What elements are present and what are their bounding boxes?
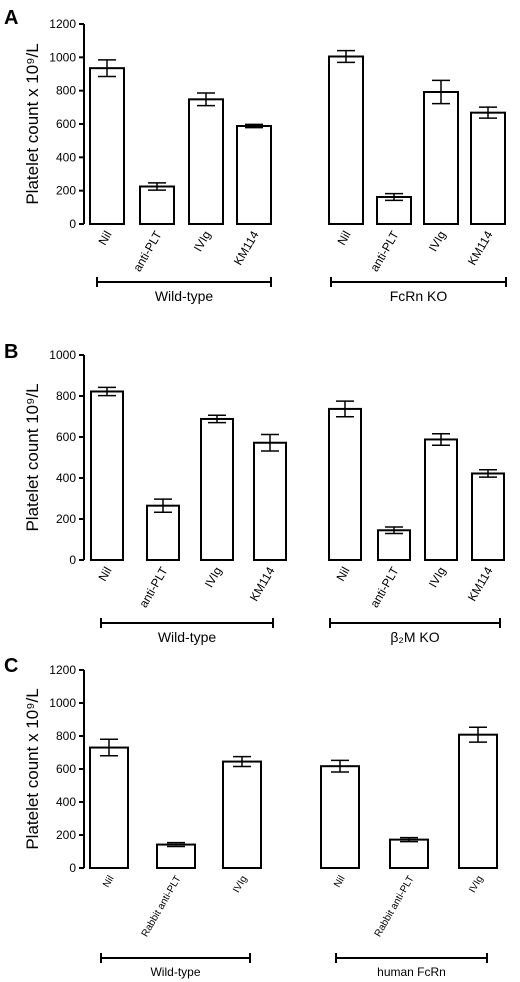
y-tick-label: 1000 (49, 696, 76, 710)
bar (423, 91, 459, 225)
panel-letter: C (4, 655, 18, 677)
category-label: Nil (332, 874, 347, 890)
bar (89, 67, 125, 225)
y-tick-label: 1000 (49, 50, 76, 64)
y-tick-label: 800 (56, 729, 76, 743)
category-label: Rabbit anti-PLT (140, 874, 184, 939)
bar (328, 55, 364, 225)
y-tick-label: 200 (56, 184, 76, 198)
category-label: Nil (101, 874, 116, 890)
y-tick-label: 800 (56, 84, 76, 98)
y-tick-label: 400 (56, 471, 76, 485)
bar (424, 438, 458, 561)
y-tick-label: 1000 (49, 348, 76, 362)
category-label: IVIg (426, 565, 449, 590)
bar (376, 196, 412, 225)
category-label: anti-PLT (367, 228, 402, 274)
y-tick-label: 0 (69, 217, 76, 231)
y-tick-label: 400 (56, 795, 76, 809)
bar (236, 125, 272, 225)
y-tick-label: 0 (69, 861, 76, 875)
group-label: FcRn KO (390, 288, 448, 304)
y-tick-label: 400 (56, 150, 76, 164)
bar (146, 504, 180, 561)
bar (389, 838, 429, 869)
bar (222, 760, 262, 870)
y-tick-label: 0 (69, 553, 76, 567)
category-label: Nil (95, 229, 114, 248)
category-label: KM114 (465, 564, 496, 603)
bar (90, 390, 124, 561)
y-axis-title: Platelet count 10⁹/L (23, 383, 42, 531)
category-label: anti-PLT (136, 564, 171, 610)
y-tick-label: 1200 (49, 17, 76, 31)
category-label: IVIg (191, 229, 214, 254)
category-label: KM114 (231, 228, 262, 267)
bar (253, 441, 287, 561)
bar (188, 98, 224, 225)
group-label: Wild-type (150, 965, 200, 979)
bar (458, 733, 498, 869)
category-label: Nil (333, 565, 352, 584)
bar (470, 111, 506, 225)
y-tick-label: 200 (56, 512, 76, 526)
y-tick-label: 600 (56, 117, 76, 131)
category-label: IVIg (231, 874, 249, 895)
panel-letter: B (4, 341, 18, 363)
chart-panel-b: B 0 200 400 600 800 1000 Platelet count 10⁹/L Ni… (4, 341, 505, 645)
bar (471, 472, 505, 561)
group-label: β₂M KO (390, 629, 439, 645)
bar (377, 529, 411, 562)
bar (156, 843, 196, 870)
category-label: Nil (334, 229, 353, 248)
category-label: IVIg (467, 874, 485, 895)
y-axis-title: Platelet count x 10⁹/L (23, 688, 42, 849)
group-label: Wild-type (158, 629, 217, 645)
category-label: KM114 (465, 228, 496, 267)
group-label: human FcRn (377, 965, 446, 979)
y-axis-title: Platelet count x 10⁹/L (23, 43, 42, 204)
category-label: Nil (95, 565, 114, 584)
category-label: IVIg (426, 229, 449, 254)
bar (139, 185, 175, 225)
category-label: anti-PLT (367, 564, 402, 610)
y-tick-label: 600 (56, 762, 76, 776)
group-label: Wild-type (155, 288, 214, 304)
category-label: Rabbit anti-PLT (373, 874, 417, 939)
bar (328, 407, 362, 562)
chart-panel-a: A 0 200 400 600 800 1000 1200 Platelet count x 1… (4, 7, 507, 304)
y-tick-label: 800 (56, 389, 76, 403)
bar (89, 746, 129, 869)
chart-panel-c: C 0 200 400 600 800 1000 1200 Platelet count x 1… (4, 655, 498, 979)
category-label: IVIg (202, 565, 225, 590)
category-label: anti-PLT (130, 228, 165, 274)
panel-letter: A (4, 7, 18, 29)
bar (320, 765, 360, 870)
bar (200, 417, 234, 561)
category-label: KM114 (247, 564, 278, 603)
y-tick-label: 600 (56, 430, 76, 444)
y-tick-label: 1200 (49, 663, 76, 677)
y-tick-label: 200 (56, 828, 76, 842)
